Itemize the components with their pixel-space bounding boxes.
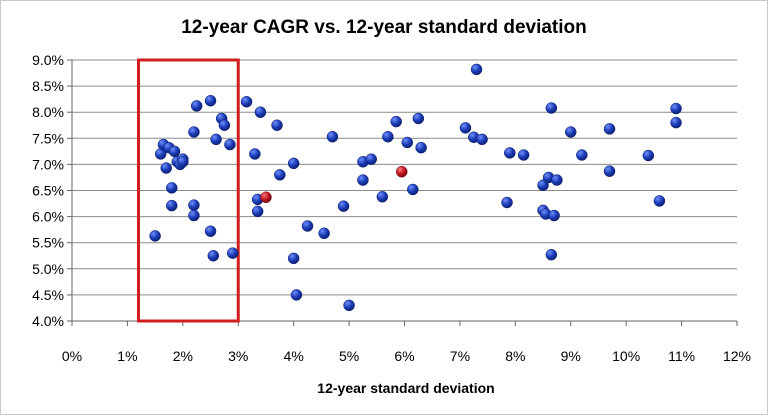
y-tick-label: 7.0% xyxy=(32,156,64,172)
data-point xyxy=(337,200,350,212)
x-tick-label: 7% xyxy=(450,348,470,364)
highlighted-data-point xyxy=(260,191,272,204)
x-tick-label: 2% xyxy=(173,348,193,364)
x-tick-label: 6% xyxy=(394,348,414,364)
data-point xyxy=(476,133,488,146)
axes xyxy=(67,59,738,326)
data-point xyxy=(548,209,560,222)
data-point xyxy=(670,102,682,115)
data-point xyxy=(318,227,330,240)
data-point xyxy=(501,196,513,209)
x-tick-label: 4% xyxy=(284,348,304,364)
data-point xyxy=(177,156,189,168)
data-point xyxy=(504,147,516,159)
data-point xyxy=(551,174,563,186)
highlighted-data-point xyxy=(395,165,408,178)
data-point xyxy=(470,63,483,76)
data-point xyxy=(240,96,253,108)
y-tick-label: 5.5% xyxy=(32,235,64,251)
x-tick-label: 10% xyxy=(612,348,640,364)
data-point xyxy=(301,220,314,232)
data-point xyxy=(603,123,616,135)
data-point xyxy=(149,230,161,242)
y-tick-label: 9.0% xyxy=(32,52,64,68)
data-point xyxy=(343,299,355,312)
chart-title: 12-year CAGR vs. 12-year standard deviat… xyxy=(181,17,587,38)
data-point xyxy=(226,247,239,259)
data-point xyxy=(545,248,558,261)
y-tick-label: 7.5% xyxy=(32,130,64,146)
y-tick-label: 6.5% xyxy=(32,183,64,199)
data-point xyxy=(603,165,616,177)
data-point xyxy=(274,169,286,181)
y-tick-label: 8.0% xyxy=(32,104,64,120)
highlight-box xyxy=(137,58,240,323)
data-point xyxy=(168,145,181,158)
data-point xyxy=(407,183,419,196)
data-point xyxy=(224,138,236,151)
x-tick-label: 1% xyxy=(117,348,137,364)
data-point xyxy=(190,100,203,112)
y-tick-label: 4.0% xyxy=(32,313,64,329)
data-point xyxy=(670,116,682,129)
tick-labels: 4.0% 4.5% 5.0% 5.5% 6.0% 6.5% 7.0% 7.5% 8.0% 8.5%… xyxy=(32,52,751,364)
data-point xyxy=(576,149,588,161)
y-tick-label: 5.0% xyxy=(32,261,64,277)
x-tick-label: 11% xyxy=(668,348,695,364)
data-point xyxy=(204,225,217,237)
data-point xyxy=(254,106,267,118)
data-point xyxy=(249,148,261,160)
x-tick-label: 0% xyxy=(62,348,82,364)
data-point xyxy=(287,157,300,170)
x-tick-label: 12% xyxy=(723,348,751,364)
data-point xyxy=(642,149,655,162)
data-point xyxy=(166,199,178,212)
data-point xyxy=(166,182,178,194)
x-tick-label: 3% xyxy=(228,348,248,364)
data-point xyxy=(565,126,577,138)
data-point xyxy=(210,133,222,146)
highlight-box-layer xyxy=(137,58,240,323)
data-point xyxy=(218,119,231,131)
y-tick-label: 6.0% xyxy=(32,209,64,225)
gridlines xyxy=(72,59,737,296)
data-point xyxy=(357,174,369,186)
x-axis-label: 12-year standard deviation xyxy=(317,380,494,396)
data-point xyxy=(390,115,402,128)
x-tick-label: 8% xyxy=(505,348,525,364)
data-point xyxy=(537,179,549,192)
data-point xyxy=(271,119,283,131)
data-point xyxy=(204,94,217,107)
y-tick-label: 4.5% xyxy=(32,287,64,303)
x-tick-label: 9% xyxy=(561,348,581,364)
data-point xyxy=(207,250,220,262)
data-point xyxy=(290,289,303,301)
data-point xyxy=(251,205,264,218)
data-point xyxy=(326,130,339,143)
data-point xyxy=(287,252,300,265)
data-points xyxy=(149,63,682,312)
data-point xyxy=(545,102,558,114)
data-point xyxy=(412,112,425,125)
data-point xyxy=(459,122,472,134)
data-point xyxy=(188,199,200,211)
x-tick-label: 5% xyxy=(339,348,359,364)
data-point xyxy=(188,209,200,222)
data-point xyxy=(401,136,414,149)
data-point xyxy=(376,191,389,203)
data-point xyxy=(382,130,394,143)
data-point xyxy=(188,126,200,138)
data-point xyxy=(160,162,172,174)
y-tick-label: 8.5% xyxy=(32,78,64,94)
data-point xyxy=(365,153,377,165)
data-point xyxy=(653,195,666,207)
data-point xyxy=(517,149,530,161)
data-point xyxy=(415,141,427,154)
